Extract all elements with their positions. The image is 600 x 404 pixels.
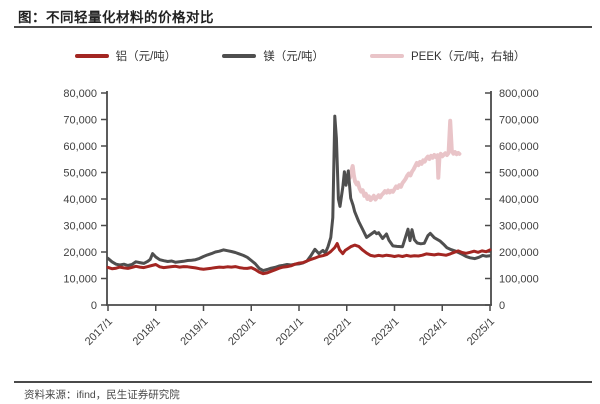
series-line-aluminum [106, 242, 492, 276]
right-axis-tick-label: 0 [499, 300, 505, 312]
right-axis-tick-label: 100,000 [499, 274, 539, 286]
left-axis-tick-label: 40,000 [63, 194, 97, 206]
footer-divider [14, 381, 592, 383]
series-line-magnesium [106, 114, 492, 273]
left-axis-tick-label: 70,000 [63, 115, 97, 127]
right-axis-tick-label: 300,000 [499, 221, 539, 233]
x-axis-tick-label: 2021/1 [274, 316, 306, 348]
legend-item-peek: PEEK（元/吨，右轴） [370, 48, 525, 64]
left-axis-tick-label: 80,000 [63, 88, 97, 100]
peek-line-swatch [370, 54, 404, 58]
x-axis-tick-label: 2018/1 [131, 316, 163, 348]
legend-item-aluminum: 铝（元/吨） [74, 48, 177, 64]
right-axis-tick-label: 500,000 [499, 168, 539, 180]
magnesium-line-swatch [222, 54, 257, 58]
x-axis-tick-label: 2020/1 [226, 316, 258, 348]
right-axis-tick-label: 400,000 [499, 194, 539, 206]
left-axis-tick-label: 0 [91, 300, 97, 312]
right-axis-tick-label: 200,000 [499, 247, 539, 259]
left-axis-tick-label: 20,000 [63, 247, 97, 259]
legend-label-peek: PEEK（元/吨，右轴） [411, 51, 526, 63]
title-underline [14, 26, 592, 28]
x-axis-tick-label: 2022/1 [322, 316, 354, 348]
left-axis-tick-label: 30,000 [63, 221, 97, 233]
left-axis-tick-label: 10,000 [63, 274, 97, 286]
legend-item-magnesium: 镁（元/吨） [222, 48, 324, 64]
x-axis-tick-label: 2019/1 [178, 316, 210, 348]
right-axis-tick-label: 600,000 [499, 141, 539, 153]
x-axis-tick-label: 2025/1 [465, 316, 497, 348]
figure-title: 图：不同轻量化材料的价格对比 [18, 10, 214, 25]
left-axis-tick-label: 60,000 [63, 141, 97, 153]
right-axis-tick-label: 700,000 [499, 115, 539, 127]
x-axis-tick-label: 2023/1 [369, 316, 401, 348]
aluminum-line-swatch [74, 54, 109, 58]
source-note: 资料来源：ifind，民生证券研究院 [24, 389, 180, 401]
legend-label-magnesium: 镁（元/吨） [263, 51, 324, 63]
right-axis-tick-label: 800,000 [499, 88, 539, 100]
x-axis-tick-label: 2024/1 [417, 316, 449, 348]
figure-title-row: 图：不同轻量化材料的价格对比 [18, 6, 590, 27]
left-axis-tick-label: 50,000 [63, 168, 97, 180]
x-axis-tick-label: 2017/1 [83, 316, 115, 348]
chart-legend: 铝（元/吨） 镁（元/吨） PEEK（元/吨，右轴） [0, 48, 600, 64]
series-line-peek [346, 118, 462, 203]
legend-label-aluminum: 铝（元/吨） [115, 51, 177, 63]
